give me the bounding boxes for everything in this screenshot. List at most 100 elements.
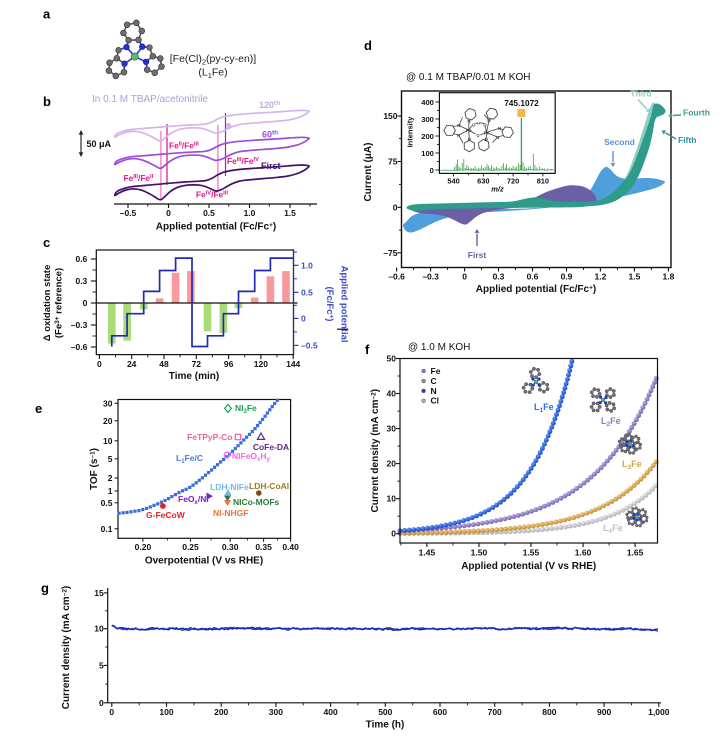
svg-text:d: d bbox=[364, 38, 372, 53]
svg-text:10: 10 bbox=[387, 494, 397, 504]
svg-text:N: N bbox=[457, 133, 460, 138]
svg-text:0: 0 bbox=[462, 272, 467, 282]
svg-text:Fe: Fe bbox=[484, 131, 490, 137]
svg-text:N: N bbox=[498, 126, 501, 131]
svg-text:1.0: 1.0 bbox=[244, 208, 256, 218]
svg-text:1.2: 1.2 bbox=[594, 272, 606, 282]
svg-text:Fe: Fe bbox=[466, 128, 472, 134]
svg-text:(L1Fe): (L1Fe) bbox=[198, 67, 227, 81]
svg-text:NI-NHGF: NI-NHGF bbox=[213, 508, 248, 518]
svg-text:Third: Third bbox=[630, 89, 651, 99]
svg-text:In 0.1 M TBAP/acetonitrile: In 0.1 M TBAP/acetonitrile bbox=[92, 94, 208, 105]
svg-text:@ 0.1 M TBAP/0.01 M KOH: @ 0.1 M TBAP/0.01 M KOH bbox=[406, 72, 530, 83]
svg-text:First: First bbox=[261, 161, 281, 171]
svg-text:0: 0 bbox=[430, 166, 434, 175]
svg-text:1: 1 bbox=[108, 486, 113, 496]
svg-text:100: 100 bbox=[421, 149, 434, 158]
svg-text:–0.6: –0.6 bbox=[388, 272, 405, 282]
svg-text:20: 20 bbox=[103, 416, 113, 426]
svg-text:Δ oxidation state: Δ oxidation state bbox=[42, 265, 53, 342]
svg-text:400: 400 bbox=[421, 98, 434, 107]
svg-text:G-FeCoW: G-FeCoW bbox=[146, 510, 186, 520]
svg-text:48: 48 bbox=[159, 359, 169, 369]
svg-text:0: 0 bbox=[166, 208, 171, 218]
svg-text:L2Fe: L2Fe bbox=[601, 416, 621, 428]
svg-text:15: 15 bbox=[94, 588, 104, 598]
svg-text:0.35: 0.35 bbox=[255, 542, 272, 552]
svg-text:5: 5 bbox=[99, 660, 104, 670]
svg-text:N: N bbox=[457, 123, 460, 128]
svg-text:Intensity: Intensity bbox=[406, 116, 415, 148]
svg-text:500: 500 bbox=[378, 707, 392, 717]
svg-text:75: 75 bbox=[388, 157, 398, 167]
svg-text:0: 0 bbox=[301, 313, 306, 323]
svg-text:1.5: 1.5 bbox=[284, 208, 296, 218]
svg-text:0: 0 bbox=[83, 298, 88, 308]
svg-text:24: 24 bbox=[127, 359, 137, 369]
svg-text:0.9: 0.9 bbox=[561, 272, 573, 282]
svg-text:FeIV/FeIII: FeIV/FeIII bbox=[196, 190, 228, 200]
svg-text:300: 300 bbox=[421, 115, 434, 124]
svg-text:900: 900 bbox=[597, 707, 611, 717]
svg-text:0.3: 0.3 bbox=[493, 272, 505, 282]
svg-text:144: 144 bbox=[286, 359, 300, 369]
svg-text:O: O bbox=[483, 122, 487, 127]
svg-text:Time (h): Time (h) bbox=[366, 720, 405, 731]
svg-text:FeOx/NI: FeOx/NI bbox=[178, 494, 209, 506]
svg-text:120: 120 bbox=[254, 359, 268, 369]
svg-text:L3Fe: L3Fe bbox=[622, 459, 642, 471]
svg-text:H: H bbox=[477, 120, 480, 125]
svg-text:Applied potential: Applied potential bbox=[339, 265, 350, 342]
svg-text:0.3: 0.3 bbox=[75, 276, 87, 286]
svg-text:NICo-MOFs: NICo-MOFs bbox=[233, 497, 280, 507]
svg-text:700: 700 bbox=[488, 707, 502, 717]
svg-text:72: 72 bbox=[192, 359, 202, 369]
svg-text:LDH-NIFe: LDH-NIFe bbox=[210, 482, 249, 492]
svg-text:400: 400 bbox=[324, 707, 338, 717]
svg-text:O: O bbox=[476, 133, 480, 138]
svg-text:5: 5 bbox=[108, 454, 113, 464]
svg-text:Current density (mA cm–2): Current density (mA cm–2) bbox=[370, 389, 381, 513]
svg-text:100: 100 bbox=[159, 707, 173, 717]
svg-text:0.6: 0.6 bbox=[75, 254, 87, 264]
svg-text:600: 600 bbox=[433, 707, 447, 717]
svg-text:–75: –75 bbox=[383, 248, 397, 258]
svg-text:50 μA: 50 μA bbox=[87, 139, 112, 149]
svg-text:Second: Second bbox=[604, 137, 635, 147]
svg-text:m/z: m/z bbox=[491, 185, 504, 194]
svg-text:720: 720 bbox=[507, 176, 519, 185]
svg-text:0.20: 0.20 bbox=[135, 542, 152, 552]
svg-text:0: 0 bbox=[97, 359, 102, 369]
svg-text:2: 2 bbox=[108, 473, 113, 483]
svg-text:Current (μA): Current (μA) bbox=[363, 143, 374, 202]
svg-text:20: 20 bbox=[387, 459, 397, 469]
svg-text:300: 300 bbox=[269, 707, 283, 717]
svg-text:–0.5: –0.5 bbox=[301, 340, 318, 350]
svg-text:FeTPyP-Co: FeTPyP-Co bbox=[187, 432, 232, 442]
svg-text:0.1: 0.1 bbox=[101, 524, 113, 534]
svg-text:200: 200 bbox=[214, 707, 228, 717]
svg-text:50: 50 bbox=[387, 354, 397, 364]
svg-text:f: f bbox=[365, 342, 370, 357]
svg-text:10: 10 bbox=[94, 624, 104, 634]
svg-text:0: 0 bbox=[393, 202, 398, 212]
svg-text:e: e bbox=[35, 401, 42, 416]
svg-text:N: N bbox=[487, 118, 490, 123]
svg-text:200: 200 bbox=[421, 132, 434, 141]
svg-text:Cl: Cl bbox=[431, 396, 440, 406]
svg-text:[Fe(Cl)2(py-cy-en)]: [Fe(Cl)2(py-cy-en)] bbox=[170, 53, 257, 67]
svg-text:Fourth: Fourth bbox=[683, 108, 710, 118]
svg-text:FeIII/FeIV: FeIII/FeIV bbox=[227, 156, 259, 166]
svg-text:540: 540 bbox=[447, 176, 459, 185]
svg-text:60th: 60th bbox=[262, 130, 278, 140]
svg-text:(Fc/Fc+): (Fc/Fc+) bbox=[324, 287, 335, 322]
svg-text:10: 10 bbox=[103, 436, 113, 446]
svg-text:0.25: 0.25 bbox=[182, 542, 199, 552]
svg-text:Fe: Fe bbox=[431, 366, 441, 376]
svg-text:Overpotential (V vs RHE): Overpotential (V vs RHE) bbox=[145, 556, 263, 567]
svg-text:@ 1.0 M KOH: @ 1.0 M KOH bbox=[408, 342, 470, 353]
svg-text:Applied potential (Fc/Fc+): Applied potential (Fc/Fc+) bbox=[156, 222, 276, 233]
svg-text:N: N bbox=[468, 137, 471, 142]
svg-text:Applied potential (Fc/Fc+): Applied potential (Fc/Fc+) bbox=[476, 284, 596, 295]
svg-text:CoFe-DA: CoFe-DA bbox=[253, 442, 289, 452]
